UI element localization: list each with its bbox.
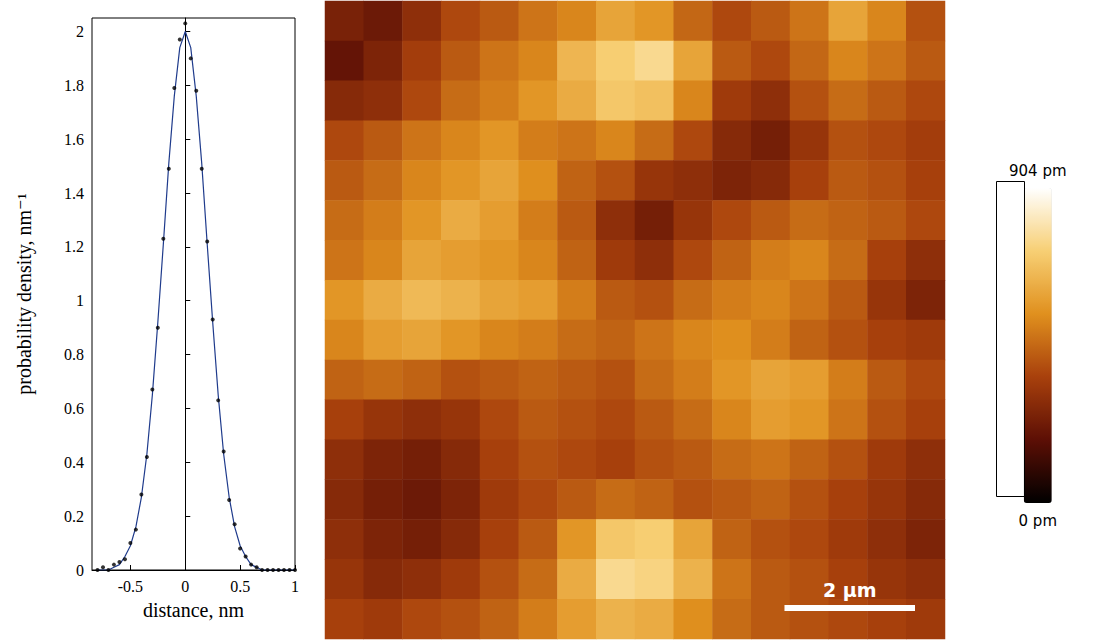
svg-text:0.6: 0.6	[64, 400, 84, 417]
svg-text:0.5: 0.5	[230, 578, 250, 595]
svg-text:2 µm: 2 µm	[823, 579, 877, 601]
svg-text:1.8: 1.8	[64, 77, 84, 94]
svg-text:0.4: 0.4	[64, 454, 84, 471]
svg-text:1: 1	[76, 292, 84, 309]
svg-text:distance, nm: distance, nm	[143, 599, 245, 621]
svg-text:0: 0	[181, 578, 189, 595]
svg-text:-0.5: -0.5	[118, 578, 143, 595]
svg-text:2: 2	[76, 23, 84, 40]
svg-text:1.6: 1.6	[64, 131, 84, 148]
svg-text:probability density, nm⁻¹: probability density, nm⁻¹	[13, 193, 36, 394]
svg-text:0.2: 0.2	[64, 508, 84, 525]
svg-text:0: 0	[76, 562, 84, 579]
svg-text:1.4: 1.4	[64, 185, 84, 202]
svg-text:1: 1	[291, 578, 299, 595]
svg-text:0.8: 0.8	[64, 346, 84, 363]
svg-text:1.2: 1.2	[64, 238, 84, 255]
svg-text:904 pm: 904 pm	[1009, 162, 1067, 180]
svg-text:0 pm: 0 pm	[1019, 512, 1057, 530]
